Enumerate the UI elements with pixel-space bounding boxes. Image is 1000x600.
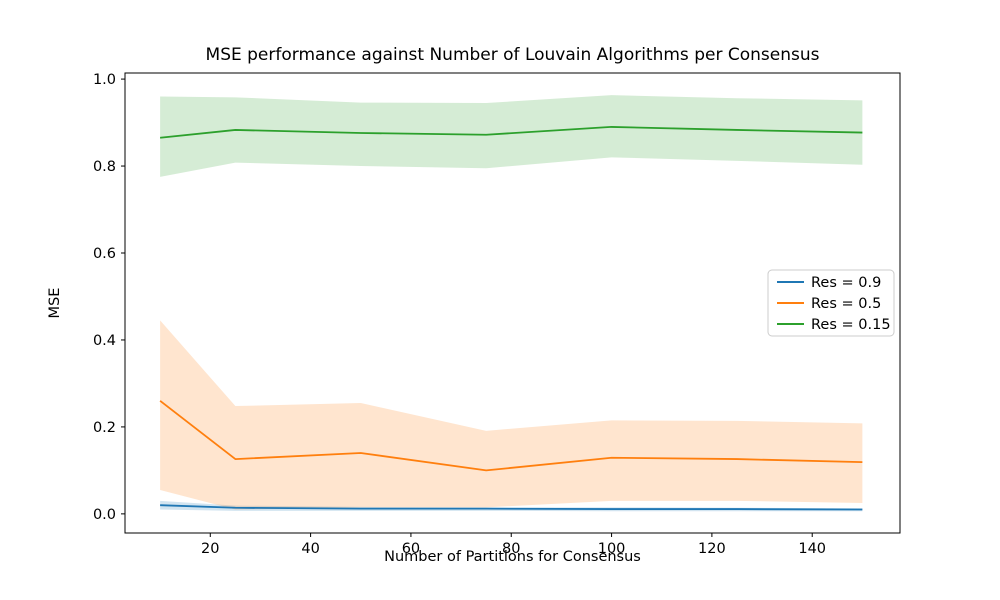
x-tick-label: 40 bbox=[301, 541, 319, 557]
legend-box bbox=[767, 269, 895, 337]
band-res-0.5 bbox=[160, 320, 863, 510]
x-tick-label: 80 bbox=[502, 541, 520, 557]
x-tick-label: 140 bbox=[798, 541, 826, 557]
x-tick-label: 100 bbox=[598, 541, 626, 557]
x-tick-label: 60 bbox=[402, 541, 420, 557]
x-tick-label: 20 bbox=[201, 541, 219, 557]
y-tick-label: 0.2 bbox=[93, 420, 116, 436]
y-tick-label: 0.0 bbox=[93, 507, 116, 523]
series-line-res-0.9 bbox=[160, 504, 863, 511]
y-tick-label: 0.4 bbox=[93, 333, 116, 349]
chart-title: MSE performance against Number of Louvai… bbox=[205, 45, 820, 65]
legend-label-res-0.5: Res = 0.5 bbox=[811, 296, 881, 312]
legend-label-res-0.15: Res = 0.15 bbox=[811, 317, 891, 333]
x-tick-label: 120 bbox=[698, 541, 726, 557]
series-line-res-0.15 bbox=[160, 126, 863, 139]
x-axis-label: Number of Partitions for Consensus bbox=[384, 549, 641, 565]
band-res-0.15 bbox=[160, 95, 863, 177]
y-tick-label: 0.6 bbox=[93, 246, 116, 262]
axes-spines bbox=[124, 72, 901, 534]
y-tick-label: 1.0 bbox=[93, 72, 116, 88]
legend-label-res-0.9: Res = 0.9 bbox=[811, 275, 881, 291]
y-tick-label: 0.8 bbox=[93, 159, 116, 175]
series-line-res-0.5 bbox=[159, 400, 863, 472]
